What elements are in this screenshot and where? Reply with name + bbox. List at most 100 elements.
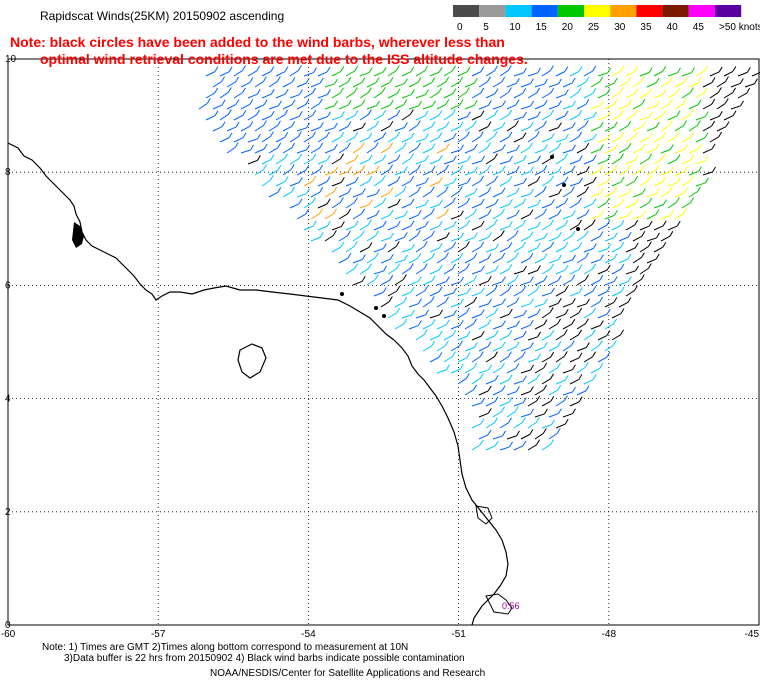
- wind-barb: [611, 70, 621, 77]
- wind-barb: [394, 146, 404, 154]
- wind-barb-flag: [522, 440, 527, 447]
- wind-barb: [401, 225, 412, 231]
- wind-barb: [527, 336, 538, 341]
- wind-barb: [443, 334, 454, 341]
- wind-barb-flag: [374, 274, 379, 280]
- wind-barb: [317, 181, 328, 187]
- wind-barb-flag: [291, 121, 296, 127]
- wind-barb-flag: [585, 99, 590, 105]
- wind-barb-flag: [410, 198, 415, 205]
- wind-barb: [576, 214, 587, 220]
- wind-barb-flag: [585, 186, 589, 193]
- wind-barb-flag: [480, 330, 485, 337]
- wind-barb: [331, 246, 342, 253]
- wind-barb-flag: [347, 187, 352, 194]
- wind-barb: [625, 159, 636, 165]
- wind-barb-flag: [487, 385, 492, 392]
- wind-barb: [660, 103, 670, 110]
- wind-barb-flag: [668, 120, 673, 126]
- wind-barb-flag: [298, 177, 303, 183]
- wind-barb-flag: [620, 65, 625, 72]
- wind-barb: [317, 225, 328, 231]
- wind-barb: [562, 259, 573, 264]
- wind-barb-flag: [530, 276, 534, 282]
- wind-barb-flag: [347, 253, 352, 259]
- wind-barb-flag: [550, 439, 554, 445]
- wind-barb: [394, 171, 405, 176]
- wind-barb-flag: [249, 77, 254, 83]
- wind-barb-flag: [507, 65, 512, 71]
- wind-barb: [380, 147, 390, 154]
- wind-barb: [464, 125, 474, 132]
- wind-barb: [583, 116, 594, 121]
- wind-barb-flag: [543, 144, 548, 150]
- wind-barb-flag: [480, 66, 485, 72]
- wind-barb: [268, 147, 278, 154]
- wind-barb-flag: [411, 243, 415, 250]
- scale-swatch: [662, 5, 689, 17]
- wind-barb: [618, 147, 629, 154]
- wind-barb: [387, 225, 398, 231]
- wind-barb: [646, 193, 657, 198]
- wind-barb: [611, 246, 622, 253]
- wind-barb: [471, 313, 482, 319]
- wind-barb-flag: [431, 252, 436, 259]
- wind-barb-flag: [515, 363, 520, 369]
- wind-barb-flag: [311, 197, 316, 203]
- wind-barb-flag: [529, 231, 534, 237]
- wind-barb: [506, 214, 517, 220]
- wind-barb: [331, 202, 341, 209]
- plot-frame: [7, 58, 760, 626]
- wind-barb: [506, 257, 516, 264]
- wind-barb: [485, 114, 495, 121]
- wind-barb: [471, 160, 482, 165]
- wind-barb-flag: [537, 331, 541, 338]
- wind-barb: [450, 303, 461, 308]
- wind-barb-flag: [662, 109, 667, 116]
- wind-barb: [583, 268, 593, 275]
- wind-barb: [282, 191, 292, 198]
- wind-barb-flag: [390, 232, 394, 239]
- wind-barb-flag: [599, 320, 604, 326]
- wind-barb-flag: [508, 242, 513, 248]
- wind-barb: [457, 312, 467, 319]
- wind-barb-flag: [592, 351, 596, 358]
- wind-barb-flag: [641, 231, 646, 237]
- wind-barb: [233, 137, 244, 143]
- wind-barb-flag: [620, 109, 625, 116]
- wind-barb: [604, 169, 615, 176]
- wind-barb-flag: [452, 263, 456, 270]
- wind-barb-flag: [641, 188, 646, 194]
- wind-barb-flag: [410, 220, 415, 227]
- wind-barb: [632, 80, 642, 88]
- wind-barb-flag: [683, 98, 687, 105]
- wind-barb-flag: [417, 142, 421, 148]
- wind-barb: [282, 125, 293, 132]
- wind-barb: [604, 323, 614, 330]
- wind-barb: [422, 345, 432, 352]
- wind-barb: [254, 81, 264, 88]
- wind-barb-flag: [395, 65, 400, 71]
- wind-barb: [415, 290, 425, 297]
- footer-credit: NOAA/NESDIS/Center for Satellite Applica…: [210, 668, 486, 679]
- wind-barb: [296, 82, 307, 88]
- wind-barb: [485, 290, 495, 297]
- wind-barb-flag: [613, 297, 618, 303]
- wind-barb-flag: [584, 120, 589, 126]
- wind-barb-flag: [347, 76, 352, 83]
- wind-barb: [331, 92, 341, 99]
- wind-barb: [527, 400, 537, 407]
- wind-barb: [240, 149, 251, 154]
- scale-label: 5: [483, 22, 489, 33]
- wind-barb-flag: [627, 120, 632, 127]
- wind-barb: [583, 290, 594, 297]
- wind-barb-flag: [375, 120, 380, 127]
- wind-barb-flag: [291, 77, 296, 83]
- wind-barb: [611, 114, 621, 121]
- wind-barb-flag: [648, 220, 653, 227]
- wind-barb-flag: [425, 177, 429, 184]
- wind-barb-flag: [564, 375, 569, 381]
- wind-barb: [604, 191, 615, 198]
- wind-barb-flag: [416, 230, 421, 236]
- wind-barb: [310, 191, 321, 198]
